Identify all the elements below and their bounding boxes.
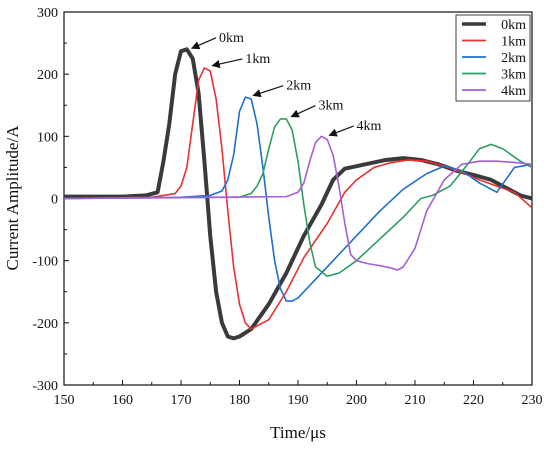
legend-label: 1km	[501, 35, 526, 50]
x-tick-label: 150	[54, 393, 75, 408]
y-tick-label: 200	[37, 68, 58, 83]
legend-label: 3km	[501, 68, 526, 83]
legend-label: 2km	[501, 51, 526, 66]
series-line-3km	[64, 118, 532, 278]
y-tick-label: 300	[37, 6, 58, 21]
annotation-arrow	[211, 58, 243, 69]
series-line-1km	[64, 67, 532, 330]
y-tick-label: -300	[32, 379, 58, 394]
x-tick-label: 170	[171, 393, 192, 408]
x-tick-label: 160	[112, 393, 133, 408]
y-axis-title: Current Amplitude/A	[3, 125, 22, 271]
x-axis-ticks: 150 160 170 180 190 200 210 220 230	[54, 380, 543, 408]
annotation-arrow	[252, 85, 284, 98]
x-tick-label: 200	[346, 393, 367, 408]
y-tick-label: -200	[32, 317, 58, 332]
annotation-arrow	[191, 37, 217, 50]
annotation-label: 1km	[245, 52, 270, 67]
annotation-label: 3km	[318, 99, 343, 114]
x-tick-label: 180	[229, 393, 250, 408]
series-line-2km	[64, 96, 532, 302]
annotation-label: 2km	[286, 79, 311, 94]
series-layer	[64, 47, 532, 341]
y-tick-label: 100	[37, 130, 58, 145]
annotation-arrow	[328, 125, 354, 137]
x-axis-title: Time/μs	[270, 423, 326, 442]
x-tick-label: 230	[522, 393, 543, 408]
annotation-label: 4km	[357, 119, 382, 134]
x-tick-label: 190	[288, 393, 309, 408]
annotation-arrow	[290, 105, 316, 118]
series-line-4km	[64, 135, 532, 271]
legend-box	[455, 14, 531, 102]
x-tick-label: 220	[463, 393, 484, 408]
annotation-label: 0km	[219, 31, 244, 46]
y-tick-label: -100	[32, 255, 58, 270]
legend-label: 0km	[501, 18, 526, 33]
y-tick-label: 0	[51, 193, 58, 208]
y-axis-ticks: -300 -200 -100 0 100 200 300	[32, 6, 69, 394]
x-tick-label: 210	[405, 393, 426, 408]
legend-label: 4km	[501, 84, 526, 99]
